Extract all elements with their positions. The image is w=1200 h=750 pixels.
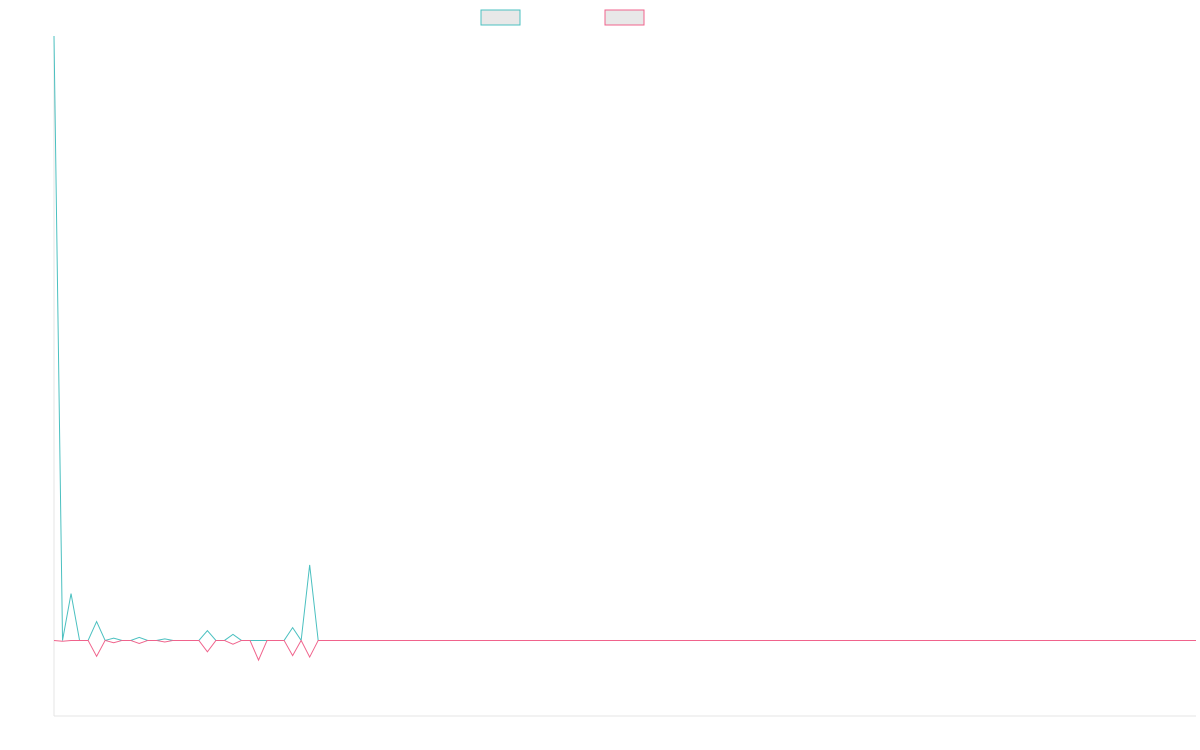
series-line-1	[53, 35, 1196, 642]
series-line-2	[53, 639, 1196, 662]
legend-swatch-1[interactable]	[480, 9, 521, 26]
legend	[480, 9, 645, 26]
plot-area	[53, 35, 1196, 662]
legend-swatch-2[interactable]	[604, 9, 645, 26]
axes	[53, 36, 1196, 717]
